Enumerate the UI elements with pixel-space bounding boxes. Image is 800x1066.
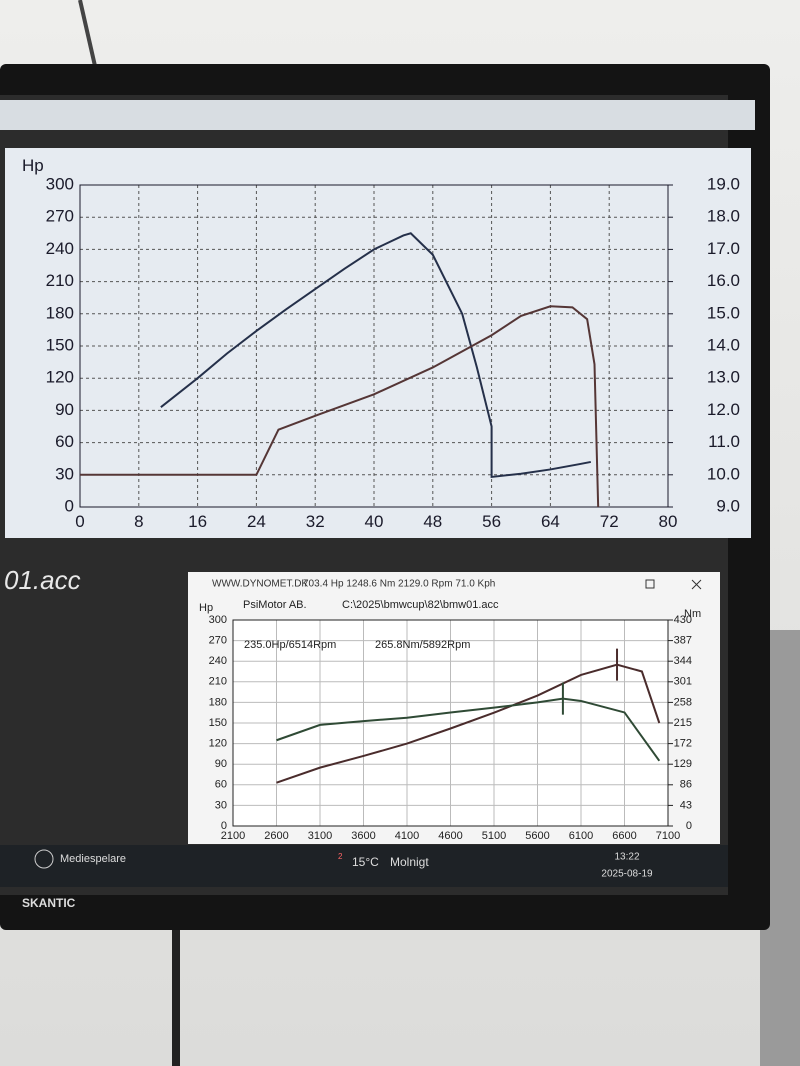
y2-tick-label: 10.0 bbox=[707, 464, 740, 483]
y2-tick-label: 0 bbox=[686, 820, 692, 832]
x-tick-label: 6100 bbox=[569, 830, 593, 842]
series-line bbox=[276, 663, 661, 784]
plot-frame bbox=[232, 619, 669, 827]
app-header bbox=[0, 100, 755, 130]
y2-tick-label: 344 bbox=[674, 655, 692, 667]
series-line bbox=[276, 697, 661, 762]
cable bbox=[78, 0, 97, 67]
x-tick-label: 24 bbox=[247, 512, 266, 531]
taskbar-media[interactable]: Mediespelare bbox=[60, 853, 126, 865]
y2-tick-label: 17.0 bbox=[707, 239, 740, 258]
y2-tick-label: 9.0 bbox=[716, 496, 740, 515]
y-tick-label: 300 bbox=[46, 174, 74, 193]
y2-axis-label: Nm bbox=[684, 608, 701, 620]
y2-tick-label: 86 bbox=[680, 779, 692, 791]
y-tick-label: 210 bbox=[209, 676, 227, 688]
y-tick-label: 210 bbox=[46, 271, 74, 290]
y-tick-label: 180 bbox=[46, 303, 74, 322]
y-tick-label: 90 bbox=[55, 400, 74, 419]
x-tick-label: 40 bbox=[365, 512, 384, 531]
window-title: WWW.DYNOMET.DK bbox=[212, 579, 308, 590]
x-tick-label: 72 bbox=[600, 512, 619, 531]
x-tick-label: 6600 bbox=[612, 830, 636, 842]
x-tick-label: 4600 bbox=[438, 830, 462, 842]
x-tick-label: 48 bbox=[423, 512, 442, 531]
y-tick-label: 120 bbox=[46, 368, 74, 387]
x-tick-label: 32 bbox=[306, 512, 325, 531]
x-tick-label: 56 bbox=[482, 512, 501, 531]
file-path: C:\2025\bmwcup\82\bmw01.acc bbox=[342, 599, 499, 611]
x-tick-label: 3600 bbox=[351, 830, 375, 842]
y2-tick-label: 43 bbox=[680, 799, 692, 811]
company: PsiMotor AB. bbox=[243, 599, 307, 611]
y-axis-label: Hp bbox=[199, 602, 213, 614]
y-tick-label: 150 bbox=[46, 335, 74, 354]
y-tick-label: 270 bbox=[46, 207, 74, 226]
y2-tick-label: 12.0 bbox=[707, 400, 740, 419]
temperature[interactable]: 15°C bbox=[352, 855, 379, 869]
y-tick-label: 240 bbox=[209, 655, 227, 667]
y2-tick-label: 13.0 bbox=[707, 368, 740, 387]
series-line bbox=[80, 305, 600, 508]
y-tick-label: 150 bbox=[209, 717, 227, 729]
x-tick-label: 4100 bbox=[395, 830, 419, 842]
y-tick-label: 0 bbox=[65, 496, 74, 515]
peak-hp-label: 235.0Hp/6514Rpm bbox=[244, 639, 336, 651]
x-tick-label: 5100 bbox=[482, 830, 506, 842]
y-tick-label: 0 bbox=[221, 820, 227, 832]
close-button[interactable] bbox=[691, 579, 702, 590]
x-tick-label: 7100 bbox=[656, 830, 680, 842]
y-tick-label: 30 bbox=[215, 799, 227, 811]
file-name-text: 01.acc bbox=[4, 565, 81, 595]
y2-tick-label: 19.0 bbox=[707, 174, 740, 193]
y-tick-label: 30 bbox=[55, 464, 74, 483]
y2-tick-label: 15.0 bbox=[707, 303, 740, 322]
y-tick-label: 180 bbox=[209, 696, 227, 708]
peak-nm-label: 265.8Nm/5892Rpm bbox=[375, 639, 470, 651]
y2-tick-label: 258 bbox=[674, 696, 692, 708]
y2-tick-label: 430 bbox=[674, 614, 692, 626]
y2-tick-label: 18.0 bbox=[707, 207, 740, 226]
weather-condition[interactable]: Molnigt bbox=[390, 855, 429, 869]
weather-badge: 2 bbox=[338, 852, 343, 861]
x-tick-label: 8 bbox=[134, 512, 143, 531]
y2-tick-label: 14.0 bbox=[707, 335, 740, 354]
taskbar bbox=[0, 845, 728, 887]
y2-tick-label: 129 bbox=[674, 758, 692, 770]
y-axis-label: Hp bbox=[22, 156, 44, 175]
y2-tick-label: 172 bbox=[674, 738, 692, 750]
top-chart-panel bbox=[5, 148, 751, 538]
stand bbox=[172, 925, 180, 1066]
window-status: 703.4 Hp 1248.6 Nm 2129.0 Rpm 71.0 Kph bbox=[303, 579, 495, 590]
x-tick-label: 2600 bbox=[264, 830, 288, 842]
y-tick-label: 300 bbox=[209, 614, 227, 626]
y2-tick-label: 215 bbox=[674, 717, 692, 729]
y-tick-label: 90 bbox=[215, 758, 227, 770]
clock-date[interactable]: 2025-08-19 bbox=[601, 869, 653, 880]
x-tick-label: 5600 bbox=[525, 830, 549, 842]
series-line bbox=[160, 232, 592, 479]
y2-tick-label: 387 bbox=[674, 635, 692, 647]
y2-tick-label: 11.0 bbox=[708, 432, 740, 451]
monitor-brand: SKANTIC bbox=[22, 896, 76, 910]
x-tick-label: 2100 bbox=[221, 830, 245, 842]
x-tick-label: 80 bbox=[659, 512, 678, 531]
x-tick-label: 64 bbox=[541, 512, 560, 531]
y-tick-label: 120 bbox=[209, 738, 227, 750]
media-icon[interactable] bbox=[34, 849, 54, 869]
plot-frame bbox=[79, 184, 669, 508]
maximize-button[interactable] bbox=[645, 579, 655, 589]
y-tick-label: 270 bbox=[209, 635, 227, 647]
clock-time[interactable]: 13:22 bbox=[614, 852, 639, 863]
y2-tick-label: 301 bbox=[674, 676, 692, 688]
y-tick-label: 60 bbox=[55, 432, 74, 451]
y-tick-label: 240 bbox=[46, 239, 74, 258]
y-tick-label: 60 bbox=[215, 779, 227, 791]
y2-tick-label: 16.0 bbox=[707, 271, 740, 290]
x-tick-label: 0 bbox=[75, 512, 84, 531]
x-tick-label: 3100 bbox=[308, 830, 332, 842]
x-tick-label: 16 bbox=[188, 512, 207, 531]
